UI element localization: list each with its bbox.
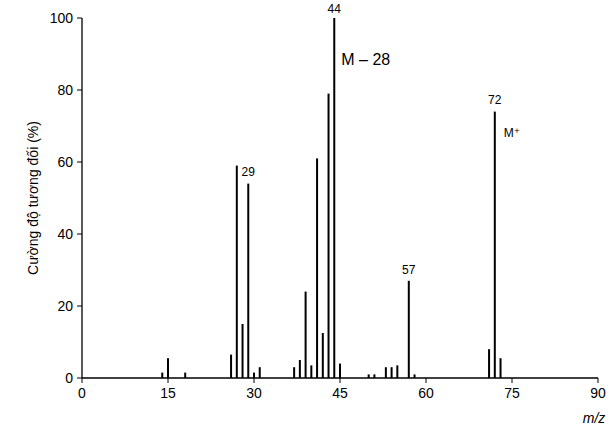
peak (316, 158, 318, 378)
y-tick (77, 306, 82, 307)
y-axis (81, 18, 82, 378)
peak (299, 360, 301, 378)
bars (161, 18, 501, 378)
annotation: M – 28 (341, 51, 390, 68)
x-tick (512, 378, 513, 383)
x-tick (82, 378, 83, 383)
peak (247, 184, 249, 378)
peak (242, 324, 244, 378)
y-tick (77, 378, 82, 379)
peak (500, 358, 502, 378)
peak (339, 364, 341, 378)
peak (259, 367, 261, 378)
annotation: 29 (242, 165, 256, 179)
peak (396, 365, 398, 378)
x-axis-label: m/z (583, 410, 606, 426)
chart: 0 15 30 45 60 75 90 0 20 40 60 80 100 m/z Cường độ tươ… (0, 0, 616, 444)
peak (494, 112, 496, 378)
x-tick (340, 378, 341, 383)
annotation: 72 (488, 93, 502, 107)
x-tick-label: 15 (160, 385, 176, 401)
x-tick-label: 90 (590, 385, 606, 401)
x-tick-label: 45 (332, 385, 348, 401)
x-tick (254, 378, 255, 383)
y-tick-label: 20 (57, 298, 73, 314)
y-tick (77, 18, 82, 19)
y-tick-label: 40 (57, 226, 73, 242)
y-tick-label: 60 (57, 154, 73, 170)
x-tick-label: 60 (418, 385, 434, 401)
peak (322, 333, 324, 378)
peak (328, 94, 330, 378)
annotation: M⁺ (504, 126, 520, 140)
y-tick-label: 0 (65, 370, 73, 386)
peak (293, 367, 295, 378)
x-tick (426, 378, 427, 383)
x-tick-label: 30 (246, 385, 262, 401)
annotation: 44 (328, 2, 342, 16)
peak (408, 281, 410, 378)
y-tick (77, 162, 82, 163)
peak (333, 18, 335, 378)
y-axis-label: Cường độ tương đối (%) (25, 121, 41, 275)
x-tick (598, 378, 599, 383)
peak (167, 358, 169, 378)
peak (385, 367, 387, 378)
peak (391, 367, 393, 378)
peak (488, 349, 490, 378)
x-tick (168, 378, 169, 383)
peak (161, 373, 163, 378)
peak (253, 373, 255, 378)
y-tick (77, 234, 82, 235)
peak (305, 292, 307, 378)
peak (184, 373, 186, 378)
annotation: 57 (402, 263, 416, 277)
y-tick (77, 90, 82, 91)
peak (230, 355, 232, 378)
peak (310, 365, 312, 378)
y-tick-label: 80 (57, 82, 73, 98)
peak (236, 166, 238, 378)
x-tick-label: 0 (78, 385, 86, 401)
x-tick-label: 75 (504, 385, 520, 401)
y-tick-label: 100 (50, 10, 74, 26)
